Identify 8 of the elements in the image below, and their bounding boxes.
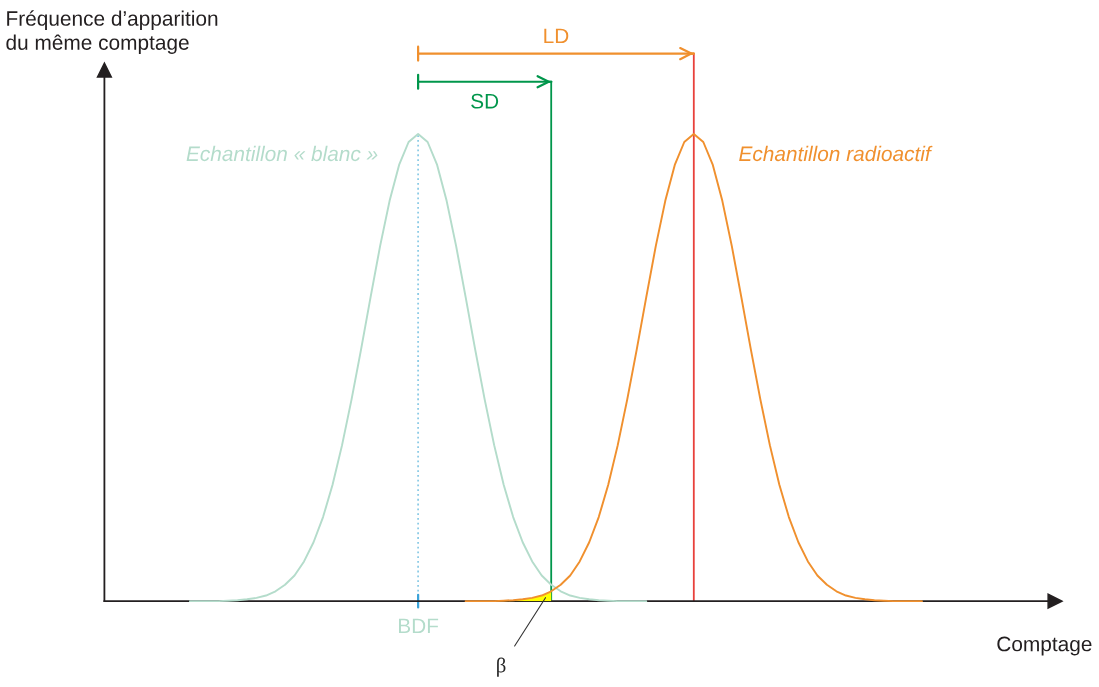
- series-label: Echantillon « blanc »: [186, 145, 378, 162]
- text: β: [497, 657, 506, 677]
- y-axis-title: Fréquence d’apparition du même comptage: [6, 10, 218, 55]
- text: SD: [471, 93, 499, 109]
- text: BDF: [398, 618, 439, 634]
- text: LD: [544, 28, 569, 44]
- series-label: Echantillon radioactif: [739, 145, 933, 162]
- x-axis-title: Comptage: [997, 636, 1092, 656]
